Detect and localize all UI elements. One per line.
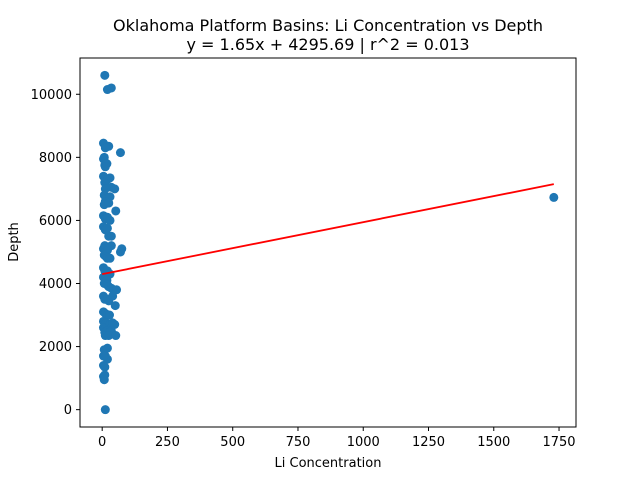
x-tick-label: 1750 [542, 435, 575, 450]
data-point [100, 70, 110, 80]
data-point [99, 375, 109, 385]
y-tick-label: 4000 [39, 277, 72, 292]
chart-title-line2: y = 1.65x + 4295.69 | r^2 = 0.013 [187, 35, 470, 54]
data-point [100, 405, 110, 415]
axes-frame [79, 57, 577, 428]
data-point [104, 331, 114, 341]
y-axis-label: Depth [7, 222, 22, 262]
plot-area [98, 70, 559, 415]
y-tick-label: 2000 [39, 340, 72, 355]
data-point [100, 162, 110, 172]
x-tick-label: 1500 [477, 435, 510, 450]
y-tick-label: 6000 [39, 214, 72, 229]
y-tick-label: 0 [64, 403, 72, 418]
data-point [100, 143, 110, 153]
y-tick-label: 8000 [39, 151, 72, 166]
data-point [110, 184, 120, 194]
data-point [110, 301, 120, 311]
data-point [104, 198, 114, 208]
x-axis: 0 250 500 750 1000 1250 1500 1750 [98, 427, 576, 450]
data-point [111, 206, 121, 216]
data-point [111, 331, 121, 341]
x-axis-label: Li Concentration [275, 456, 382, 471]
x-tick-label: 1250 [412, 435, 445, 450]
x-tick-label: 750 [286, 435, 311, 450]
x-tick-label: 0 [98, 435, 106, 450]
data-point [105, 215, 115, 225]
regression-line [102, 183, 554, 276]
x-tick-label: 500 [220, 435, 245, 450]
data-point [102, 343, 112, 353]
data-point [102, 223, 112, 233]
data-point [549, 192, 559, 202]
x-tick-label: 250 [155, 435, 180, 450]
data-point [106, 231, 116, 241]
data-point [105, 253, 115, 263]
data-point [108, 291, 118, 301]
data-point [115, 247, 125, 257]
data-point [98, 351, 108, 361]
x-tick-label: 1000 [347, 435, 380, 450]
data-point [100, 362, 110, 372]
y-axis: 0 2000 4000 6000 8000 10000 [31, 88, 80, 418]
y-tick-label: 10000 [31, 88, 72, 103]
data-point [115, 148, 125, 158]
data-point [110, 320, 120, 329]
data-point [105, 310, 114, 320]
data-point [106, 83, 116, 93]
chart-title-line1: Oklahoma Platform Basins: Li Concentrati… [113, 16, 543, 35]
